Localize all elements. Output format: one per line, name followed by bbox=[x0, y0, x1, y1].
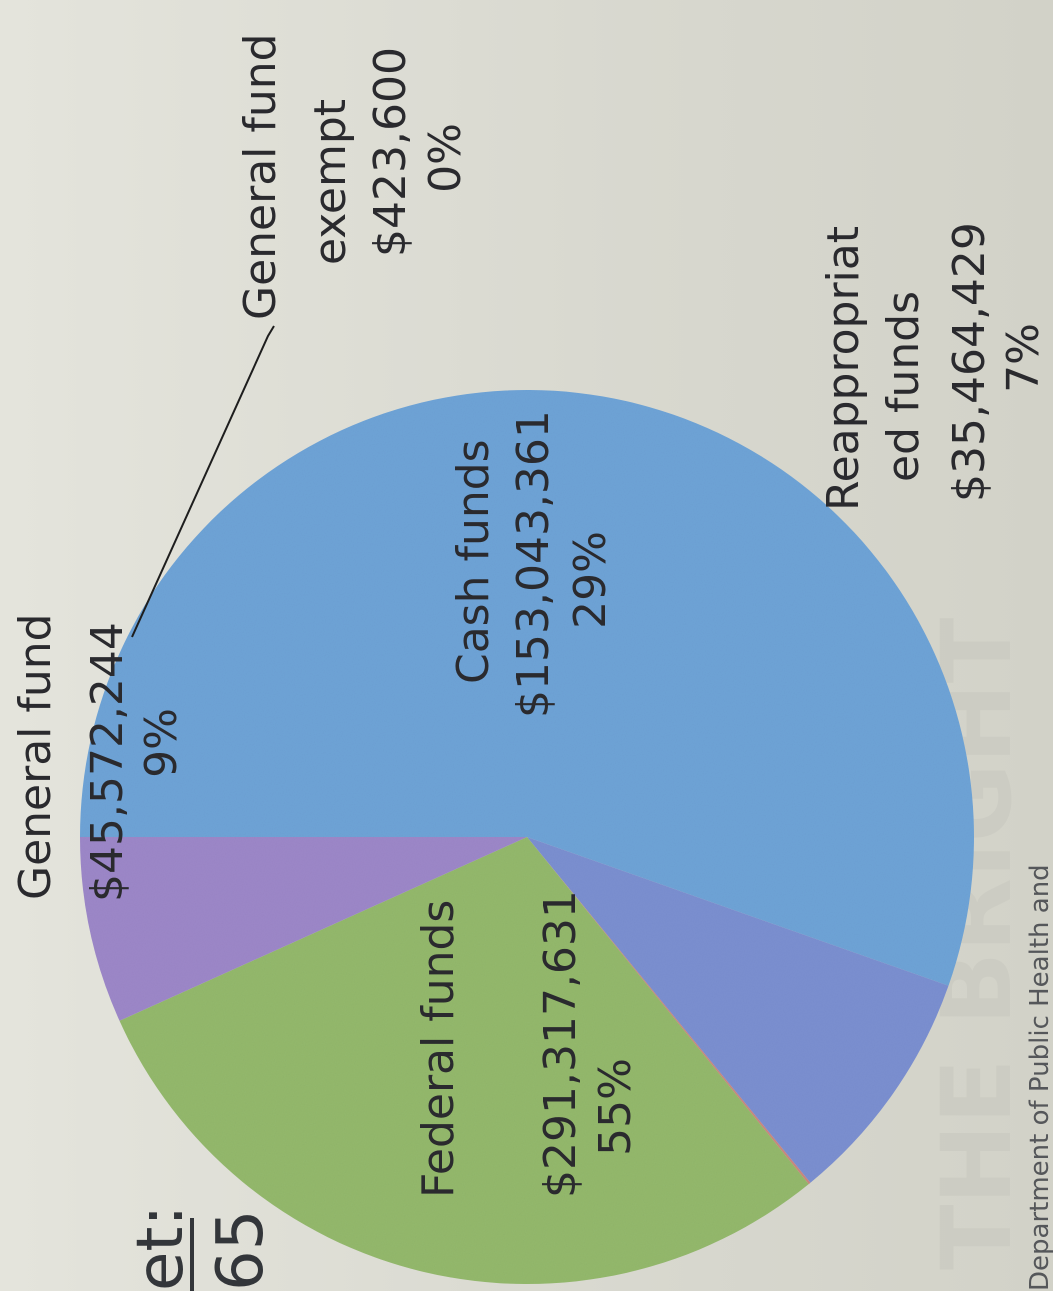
label-reappropriated-funds: Reappropriat ed funds $35,464,429 7% bbox=[818, 222, 1049, 511]
label-general-fund-exempt-amount: $423,600 bbox=[365, 47, 416, 257]
label-cash-funds-name: Cash funds bbox=[448, 439, 499, 684]
label-federal-funds-name: Federal funds bbox=[413, 900, 464, 1198]
label-reappropriated-percent: 7% bbox=[998, 323, 1049, 393]
label-general-fund-exempt-percent: 0% bbox=[420, 123, 471, 193]
label-general-fund-amount: $45,572,244 bbox=[82, 622, 133, 902]
label-general-fund-name: General fund bbox=[10, 613, 61, 900]
label-reappropriated-line1: Reappropriat bbox=[818, 226, 869, 511]
pie-slice-reappropriated-funds bbox=[79, 837, 527, 1021]
title-fragment: et: bbox=[124, 1205, 198, 1291]
label-cash-funds: Cash funds $153,043,361 29% bbox=[448, 410, 616, 718]
pie-slice-federal-funds bbox=[80, 389, 975, 986]
label-reappropriated-line2: ed funds bbox=[878, 291, 929, 482]
pie-slice-cash-funds bbox=[119, 837, 809, 1285]
title-number-fragment: 65 bbox=[204, 1210, 278, 1291]
label-general-fund-exempt: General fund exempt $423,600 0% bbox=[235, 33, 471, 320]
label-federal-funds-percent: 55% bbox=[590, 1058, 641, 1156]
leader-line-general-fund-exempt bbox=[131, 325, 275, 638]
pie-slice-general-fund-exempt bbox=[527, 837, 811, 1185]
pie-slices bbox=[79, 389, 975, 1285]
pie-slice-general-fund bbox=[527, 837, 949, 1183]
label-general-fund-exempt-line2: exempt bbox=[305, 99, 356, 265]
label-reappropriated-amount: $35,464,429 bbox=[944, 222, 995, 502]
label-cash-funds-percent: 29% bbox=[565, 531, 616, 629]
label-federal-funds-amount: $291,317,631 bbox=[535, 890, 586, 1198]
label-general-fund-exempt-line1: General fund bbox=[235, 33, 286, 320]
label-general-fund-percent: 9% bbox=[136, 708, 187, 778]
footer-department-text: Department of Public Health and bbox=[1025, 864, 1053, 1291]
label-cash-funds-amount: $153,043,361 bbox=[508, 410, 559, 718]
label-federal-funds: Federal funds $291,317,631 55% bbox=[413, 890, 641, 1198]
label-general-fund: General fund $45,572,244 9% bbox=[10, 613, 187, 902]
